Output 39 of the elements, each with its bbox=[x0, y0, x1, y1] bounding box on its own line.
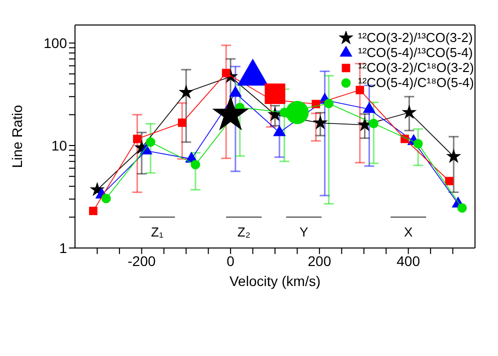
point bbox=[457, 203, 467, 213]
point bbox=[222, 68, 230, 78]
x-tick-label: -200 bbox=[128, 252, 156, 269]
point bbox=[312, 115, 328, 130]
point bbox=[402, 104, 417, 119]
point bbox=[212, 95, 249, 130]
x-tick-label: 400 bbox=[396, 252, 420, 269]
point bbox=[133, 134, 142, 144]
point bbox=[273, 125, 286, 136]
point bbox=[178, 84, 194, 99]
point bbox=[286, 100, 309, 124]
point bbox=[413, 139, 423, 148]
point bbox=[190, 160, 200, 170]
point bbox=[445, 176, 454, 186]
point bbox=[264, 84, 286, 104]
legend-label: ¹²CO(5-4)/C¹⁸O(5-4) bbox=[358, 75, 474, 90]
point bbox=[362, 102, 376, 113]
legend-label: ¹²CO(3-2)/C¹⁸O(3-2) bbox=[358, 60, 474, 75]
point bbox=[89, 206, 98, 216]
legend-label: ¹²CO(3-2)/¹³CO(3-2) bbox=[358, 30, 473, 45]
series-label: Y bbox=[300, 224, 309, 240]
x-axis-title: Velocity (km/s) bbox=[229, 272, 321, 289]
point bbox=[229, 86, 242, 97]
point bbox=[446, 148, 462, 163]
series-label: X bbox=[404, 224, 413, 240]
series-label: Z₁ bbox=[151, 224, 164, 240]
y-axis-title: Line Ratio bbox=[8, 104, 25, 168]
y-tick-label: 1 bbox=[59, 240, 68, 256]
legend-label: ¹²CO(5-4)/¹³CO(5-4) bbox=[358, 45, 473, 60]
x-tick-label: 0 bbox=[226, 252, 235, 269]
point bbox=[324, 98, 334, 108]
x-tick-label: 200 bbox=[308, 252, 332, 269]
point bbox=[178, 118, 186, 127]
y-tick-label: 100 bbox=[44, 35, 68, 52]
series-label: Z₂ bbox=[237, 224, 250, 240]
y-tick-label: 10 bbox=[51, 137, 68, 154]
point bbox=[368, 118, 378, 128]
point bbox=[146, 137, 156, 147]
point bbox=[101, 194, 111, 204]
